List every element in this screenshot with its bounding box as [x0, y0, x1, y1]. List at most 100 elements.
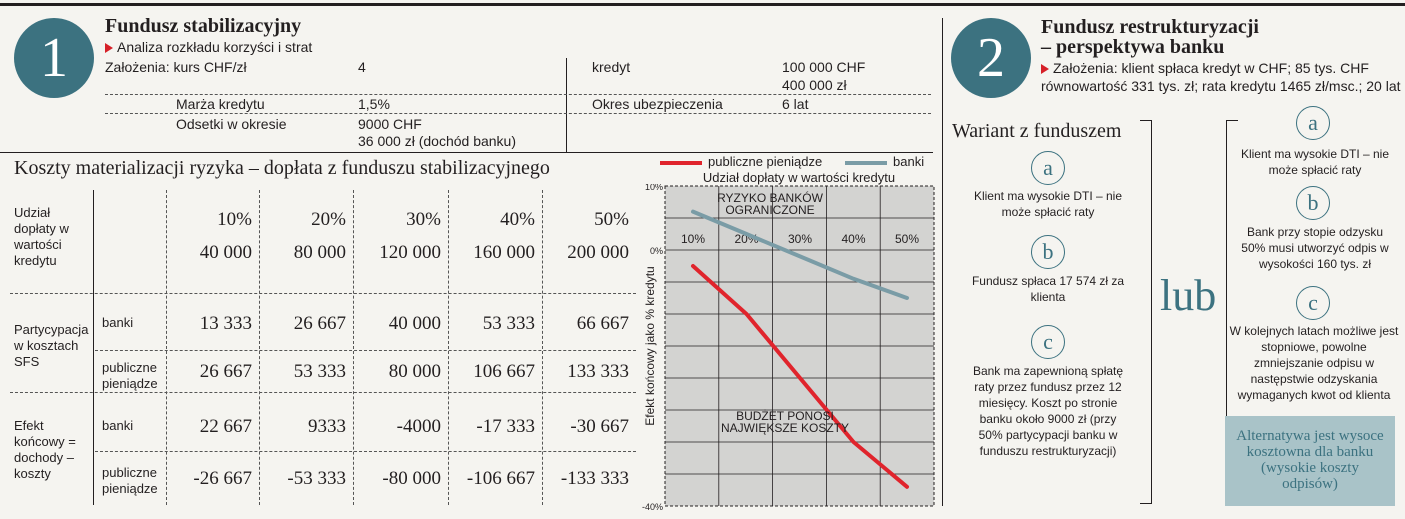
participation-banks-cell: 66 667 — [576, 313, 629, 334]
step-b-icon: b — [1296, 186, 1330, 220]
table-title: Koszty materializacji ryzyka – dopłata z… — [14, 157, 550, 179]
red-triangle-icon — [105, 43, 113, 54]
right-step-b-text: Bank przy stopie odzysku 50% musi utworz… — [1241, 225, 1389, 271]
left-step-b-text: Fundusz spłaca 17 574 zł za klienta — [971, 274, 1125, 304]
credit-value-chf: 100 000 CHF — [782, 59, 866, 75]
participation-public-cell: 106 667 — [473, 361, 535, 382]
effect-banks-cell: -4000 — [396, 416, 441, 437]
step-a-icon: a — [1031, 151, 1065, 185]
x-category-label: 10% — [681, 232, 705, 246]
divider — [542, 190, 543, 505]
step-c-icon: c — [1296, 286, 1330, 320]
annotation-budget-costs: BUDŻET PONOSI NAJWIĘKSZE KOSZTY — [721, 409, 849, 435]
panel1-title: Fundusz stabilizacyjny — [105, 15, 302, 37]
annotation-line: RYZYKO BANKÓW — [717, 190, 823, 205]
top-rule — [0, 3, 1405, 6]
participation-public-cell: 26 667 — [199, 361, 252, 382]
bracket-left — [1140, 120, 1152, 504]
divider — [10, 392, 636, 393]
amount-header: 80 000 — [293, 242, 346, 263]
credit-value-pln: 400 000 zł — [782, 77, 847, 93]
group-label-participation: Partycypacja w kosztach SFS — [14, 322, 89, 369]
panel2-title-line1: Fundusz restrukturyzacji — [1041, 16, 1259, 38]
amount-header: 120 000 — [379, 242, 441, 263]
note-box: Alternatywa jest wysoce kosztowna dla ba… — [1225, 416, 1395, 506]
panel1-subtitle: Analiza rozkładu korzyści i strat — [105, 39, 312, 56]
effect-banks-cell: 22 667 — [199, 416, 252, 437]
row-label-banks: banki — [102, 418, 134, 433]
x-category-label: 50% — [895, 232, 919, 246]
row-label-public: publiczne pieniądze — [102, 465, 158, 496]
row-label-banks: banki — [102, 315, 134, 330]
x-category-label: 40% — [841, 232, 865, 246]
legend-swatch-banks — [845, 160, 887, 165]
y-tick-label: 10% — [645, 184, 663, 192]
participation-public-cell: 133 333 — [567, 361, 629, 382]
panel-number-badge: 2 — [951, 18, 1031, 98]
effect-public-cell: -53 333 — [287, 468, 346, 489]
annotation-line: BUDŻET PONOSI — [736, 409, 834, 423]
share-label: Udział dopłaty w wartości kredytu — [14, 205, 69, 268]
effect-public-cell: -133 333 — [560, 468, 629, 489]
effect-public-cell: -106 667 — [466, 468, 535, 489]
line-chart: 10%0%-40%10% 20% 30% 40% 50%RYZYKO BANKÓW OGR… — [642, 184, 935, 510]
divider — [95, 350, 636, 351]
y-tick-label: 0% — [650, 246, 663, 256]
percent-header: 40% — [500, 209, 535, 230]
amount-header: 40 000 — [199, 242, 252, 263]
effect-banks-cell: -17 333 — [476, 416, 535, 437]
divider — [448, 190, 449, 505]
panel2-title-line2: – perspektywa banku — [1041, 36, 1225, 58]
assumption-label: Założenia: kurs CHF/zł — [105, 59, 247, 75]
interest-label: Odsetki w okresie — [176, 116, 287, 132]
or-label: lub — [1160, 271, 1217, 320]
percent-header: 20% — [311, 209, 346, 230]
participation-banks-cell: 13 333 — [199, 313, 252, 334]
panel2-assumptions: Założenia: klient spłaca kredyt w CHF; 8… — [1041, 60, 1401, 94]
percent-header: 10% — [217, 209, 252, 230]
red-triangle-icon — [1041, 64, 1049, 75]
step-a-icon: a — [1296, 106, 1330, 140]
panel-number-badge: 1 — [14, 18, 94, 98]
right-step-c-text: W kolejnych latach możliwe jest stopniow… — [1229, 324, 1399, 402]
step-c-icon: c — [1031, 325, 1065, 359]
series-line-public — [691, 264, 909, 489]
panel-divider — [942, 18, 943, 506]
assumption-value: 4 — [358, 59, 366, 75]
effect-public-cell: -80 000 — [382, 468, 441, 489]
effect-banks-cell: -30 667 — [570, 416, 629, 437]
annotation-banks-risk: RYZYKO BANKÓW OGRANICZONE — [717, 190, 823, 217]
legend-swatch-public — [660, 160, 702, 165]
right-step-a-text: Klient ma wysokie DTI – nie może spłacić… — [1240, 147, 1390, 177]
series-line-banks — [691, 209, 909, 300]
participation-banks-cell: 26 667 — [293, 313, 346, 334]
amount-header: 200 000 — [567, 242, 629, 263]
credit-label: kredyt — [592, 59, 631, 75]
participation-public-cell: 53 333 — [293, 361, 346, 382]
divider — [105, 94, 931, 95]
panel-number: 1 — [40, 27, 68, 89]
participation-banks-cell: 53 333 — [482, 313, 535, 334]
step-b-icon: b — [1031, 235, 1065, 269]
chart-title: Udział dopłaty w wartości kredytu — [702, 170, 896, 185]
margin-label: Marża kredytu — [176, 96, 265, 112]
amount-header: 160 000 — [473, 242, 535, 263]
row-label-public: publiczne pieniądze — [102, 360, 158, 391]
divider — [566, 58, 567, 152]
margin-value: 1,5% — [358, 96, 390, 112]
y-axis-label: Efekt końcowy jako % kredytu — [643, 266, 657, 425]
legend-item-public: publiczne pieniądze — [660, 154, 822, 169]
divider — [93, 190, 94, 505]
divider — [259, 190, 260, 505]
divider — [95, 451, 636, 452]
effect-public-cell: -26 667 — [193, 468, 252, 489]
left-step-c-text: Bank ma zapewnioną spłatę raty przez fun… — [972, 364, 1124, 458]
divider — [353, 190, 354, 505]
percent-header: 50% — [594, 209, 629, 230]
legend-item-banks: banki — [845, 154, 924, 169]
interest-value-chf: 9000 CHF — [358, 116, 422, 132]
effect-banks-cell: 9333 — [308, 416, 346, 437]
x-category-label: 30% — [788, 232, 812, 246]
left-step-a-text: Klient ma wysokie DTI – nie może spłacić… — [973, 189, 1123, 219]
y-tick-label: -40% — [642, 502, 663, 510]
